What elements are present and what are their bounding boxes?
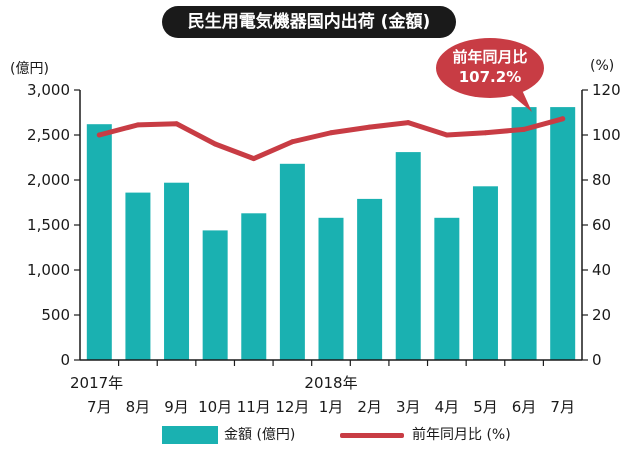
left-tick-label: 500 [41, 306, 70, 324]
line-point [521, 126, 527, 132]
x-tick-label: 4月 [435, 398, 460, 416]
bar [86, 124, 112, 360]
year-label: 2017年 [70, 374, 123, 392]
line-point [174, 121, 180, 127]
x-tick-label: 11月 [237, 398, 271, 416]
left-axis-unit: (億円) [10, 61, 49, 77]
callout-ellipse [436, 38, 544, 98]
bar [550, 107, 576, 360]
x-tick-label: 3月 [396, 398, 421, 416]
x-tick-label: 2月 [357, 398, 382, 416]
x-tick-label: 10月 [198, 398, 232, 416]
line-point [135, 122, 141, 128]
right-tick-label: 0 [592, 351, 602, 369]
callout-value: 107.2% [459, 68, 521, 86]
bar [164, 182, 190, 360]
tick-labels: 0 500 1,000 1,500 2,000 2,500 3,000 0 20 40 60 80 10… [27, 81, 621, 416]
bar [511, 107, 537, 360]
x-tick-label: 7月 [87, 398, 112, 416]
line-point [212, 141, 218, 147]
line-series [96, 116, 566, 162]
line-point [251, 156, 257, 162]
x-tick-label: 5月 [473, 398, 498, 416]
left-tick-label: 3,000 [27, 81, 70, 99]
right-tick-label: 20 [592, 306, 611, 324]
x-tick-label: 9月 [164, 398, 189, 416]
year-label: 2018年 [304, 374, 357, 392]
bar [125, 192, 151, 360]
bar [202, 230, 228, 360]
right-tick-label: 60 [592, 216, 611, 234]
right-axis-unit: (%) [590, 58, 615, 74]
title-background [162, 6, 456, 38]
right-tick-label: 80 [592, 171, 611, 189]
line-point [289, 139, 295, 145]
line-point [560, 116, 566, 122]
bar [318, 217, 344, 360]
x-tick-label: 7月 [550, 398, 575, 416]
line-point [328, 130, 334, 136]
left-tick-label: 2,500 [27, 126, 70, 144]
right-tick-label: 100 [592, 126, 621, 144]
callout-bubble: 前年同月比 107.2% [436, 38, 544, 112]
bar [395, 152, 421, 360]
bar [357, 198, 383, 360]
chart-title: 民生用電気機器国内出荷 (金額) [187, 12, 431, 32]
bar [279, 163, 305, 360]
line-point [444, 132, 450, 138]
line-point [367, 124, 373, 130]
legend-line-swatch [340, 433, 404, 438]
line-point [405, 120, 411, 126]
callout-pointer [508, 90, 532, 112]
x-tick-label: 1月 [319, 398, 344, 416]
left-tick-label: 1,000 [27, 261, 70, 279]
right-tick-label: 120 [592, 81, 621, 99]
legend-line-label: 前年同月比 (%) [412, 427, 511, 443]
bar [472, 186, 498, 360]
line-point [96, 132, 102, 138]
axes [74, 89, 588, 366]
bar-series [86, 107, 576, 360]
callout-label: 前年同月比 [452, 48, 527, 66]
x-tick-label: 12月 [275, 398, 309, 416]
legend-bar-label: 金額 (億円) [224, 427, 296, 443]
growth-line [96, 116, 566, 162]
bar [241, 213, 267, 360]
left-tick-label: 2,000 [27, 171, 70, 189]
x-tick-label: 6月 [512, 398, 537, 416]
x-tick-label: 8月 [126, 398, 151, 416]
bar [434, 217, 460, 360]
right-tick-label: 40 [592, 261, 611, 279]
left-tick-label: 0 [60, 351, 70, 369]
left-tick-label: 1,500 [27, 216, 70, 234]
line-point [482, 130, 488, 136]
legend-bar-swatch [162, 426, 218, 444]
